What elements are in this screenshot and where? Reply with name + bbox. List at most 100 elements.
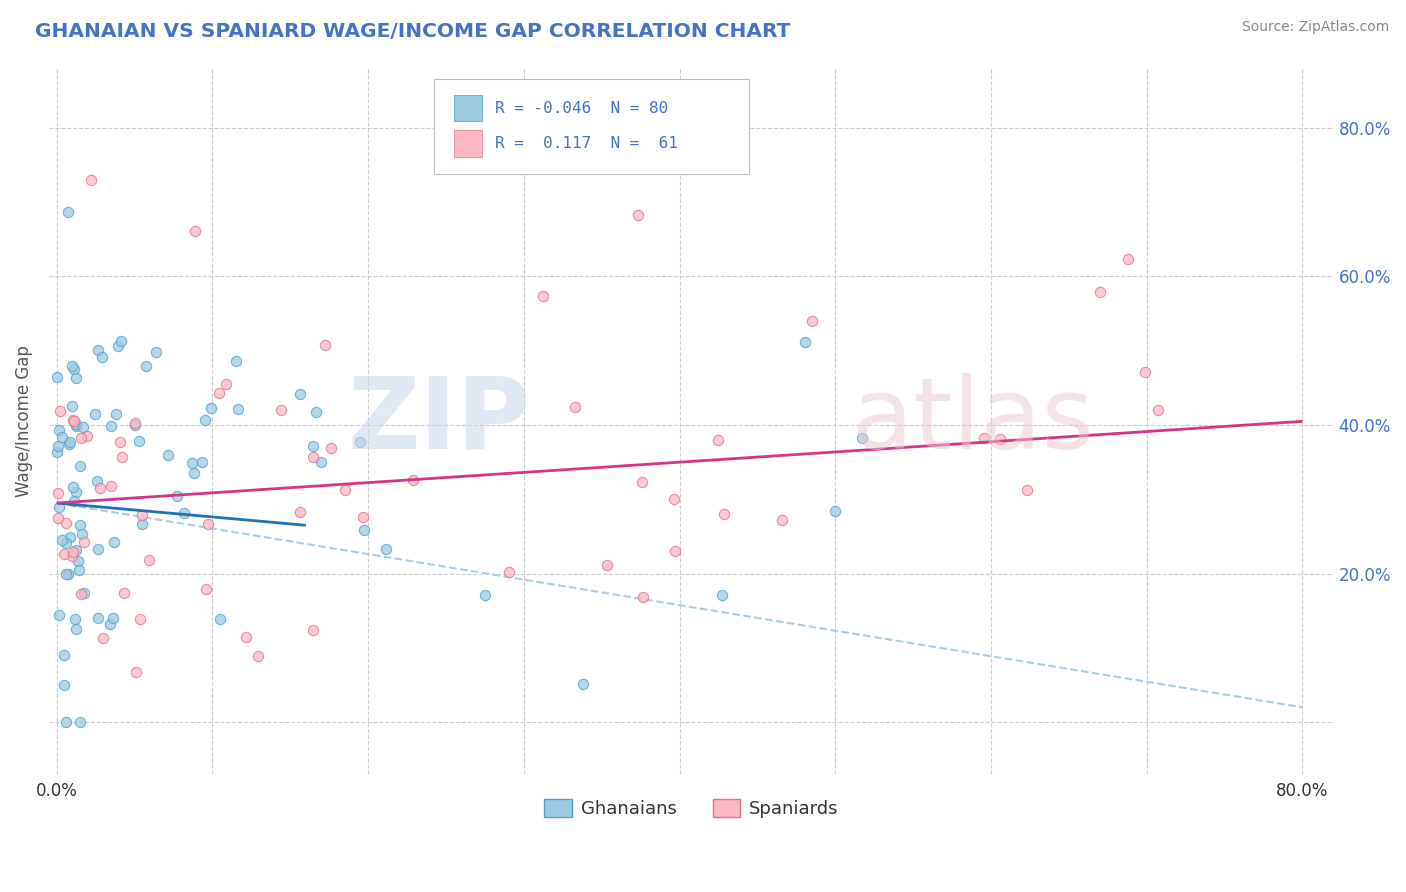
Point (91, 631, 114, 645)
Point (474, 588, 496, 602)
Point (335, 483, 357, 498)
Point (851, 432, 873, 446)
Point (713, 508, 735, 522)
Point (53, 547, 76, 561)
Point (63, 362, 86, 376)
Point (124, 416, 146, 430)
Point (60, 359, 83, 373)
Point (208, 612, 231, 626)
Point (76, 428, 98, 442)
Text: R = -0.046  N = 80: R = -0.046 N = 80 (495, 101, 668, 116)
Point (572, 677, 595, 691)
Point (86, 474, 108, 488)
Point (988, 432, 1011, 446)
Point (60, 549, 83, 563)
Point (824, 504, 846, 518)
Point (302, 450, 325, 464)
Point (59, 435, 82, 450)
Point (208, 385, 231, 400)
Text: R =  0.117  N =  61: R = 0.117 N = 61 (495, 136, 678, 151)
Point (564, 400, 586, 414)
Point (55, 715, 77, 730)
Point (173, 506, 195, 520)
Point (55, 516, 77, 530)
Point (707, 433, 730, 447)
Point (65, 542, 87, 557)
Point (63, 494, 86, 508)
Point (352, 510, 374, 524)
Point (83, 407, 105, 421)
Point (100, 479, 122, 493)
Point (270, 403, 292, 417)
Point (191, 455, 214, 469)
Point (87, 611, 110, 625)
Point (794, 334, 817, 349)
Point (247, 648, 270, 663)
Point (80, 173, 103, 187)
Point (131, 508, 153, 522)
Point (314, 337, 336, 351)
Point (100, 419, 122, 434)
Point (65, 417, 87, 431)
Point (70, 527, 93, 541)
Point (103, 535, 125, 549)
Point (67, 554, 90, 568)
Point (302, 623, 325, 637)
Point (91, 350, 114, 364)
Point (1116, 252, 1139, 266)
Point (225, 354, 247, 368)
Point (1147, 403, 1170, 417)
Point (801, 314, 824, 328)
Point (304, 405, 326, 419)
Point (112, 586, 135, 600)
FancyBboxPatch shape (434, 79, 749, 174)
Point (63, 612, 86, 626)
Bar (454, 130, 482, 157)
Point (48, 607, 70, 622)
Point (49, 404, 72, 418)
Point (51, 430, 73, 444)
Point (87, 541, 110, 556)
Point (46, 486, 69, 500)
Point (55, 536, 77, 550)
Point (131, 516, 153, 531)
Point (62, 413, 84, 427)
Point (374, 542, 396, 557)
Point (402, 473, 425, 487)
Point (124, 417, 146, 432)
Point (69, 458, 91, 473)
Point (46, 445, 69, 459)
Point (45, 369, 67, 384)
Point (309, 455, 332, 469)
Point (662, 491, 685, 506)
Point (110, 435, 132, 450)
Point (73, 586, 96, 600)
Point (62, 399, 84, 413)
Point (89, 481, 111, 495)
Point (226, 402, 249, 417)
Point (65, 371, 87, 385)
Point (1133, 364, 1156, 378)
Point (48, 423, 70, 437)
Point (770, 513, 793, 527)
Point (215, 376, 238, 391)
Point (104, 408, 127, 422)
Point (531, 289, 554, 303)
Point (48, 500, 70, 515)
Point (72, 535, 94, 549)
Point (1015, 483, 1038, 498)
Point (145, 345, 167, 359)
Point (46, 439, 69, 453)
Y-axis label: Wage/Income Gap: Wage/Income Gap (15, 345, 32, 497)
Point (235, 630, 257, 644)
Point (52, 648, 75, 662)
Point (65, 418, 87, 433)
Point (67, 563, 90, 577)
Point (631, 590, 654, 604)
Point (58, 437, 80, 451)
Point (290, 387, 312, 401)
Text: ZIP: ZIP (347, 373, 530, 470)
Point (62, 480, 84, 494)
Point (52, 678, 75, 692)
Point (973, 431, 995, 445)
